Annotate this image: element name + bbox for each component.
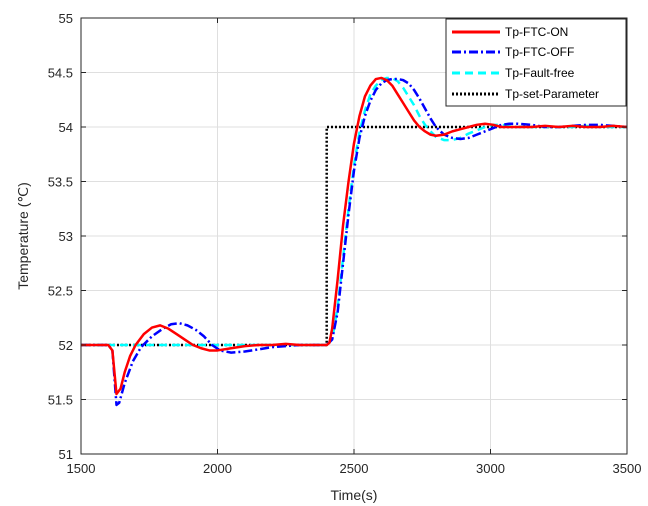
y-tick-label: 52 (59, 338, 73, 353)
y-tick-label: 54.5 (48, 66, 73, 81)
y-tick-label: 53.5 (48, 175, 73, 190)
legend-entry-tp-set-parameter: Tp-set-Parameter (452, 87, 599, 101)
y-tick-label: 55 (59, 11, 73, 26)
legend-entry-tp-ftc-off: Tp-FTC-OFF (452, 45, 574, 59)
x-tick-label: 1500 (67, 461, 96, 476)
x-tick-label: 3500 (613, 461, 642, 476)
y-tick-label: 52.5 (48, 284, 73, 299)
y-tick-label: 51 (59, 447, 73, 462)
x-tick-label: 2500 (340, 461, 369, 476)
legend-entry-tp-ftc-on: Tp-FTC-ON (452, 25, 568, 39)
legend-label-tp-fault-free: Tp-Fault-free (505, 66, 575, 80)
legend-label-tp-ftc-on: Tp-FTC-ON (505, 25, 568, 39)
y-axis-title: Temperature (℃) (15, 182, 31, 290)
legend-label-tp-set-parameter: Tp-set-Parameter (505, 87, 599, 101)
y-tick-label: 54 (59, 120, 73, 135)
series-line-tp-set-parameter (81, 125, 627, 347)
axis-ticks: 1500 2000 2500 3000 3500 51 51.5 52 52.5 53 53.5 54… (48, 11, 642, 476)
x-tick-label: 3000 (476, 461, 505, 476)
series-line-tp-ftc-off (81, 77, 628, 407)
legend-entry-tp-fault-free: Tp-Fault-free (452, 66, 575, 80)
y-tick-label: 51.5 (48, 393, 73, 408)
y-tick-label: 53 (59, 229, 73, 244)
legend: Tp-FTC-ON Tp-FTC-OFF Tp-Fault-free Tp-se… (445, 18, 627, 107)
x-axis-title: Time(s) (331, 487, 378, 503)
legend-label-tp-ftc-off: Tp-FTC-OFF (505, 45, 574, 59)
series-line-tp-ftc-on (81, 76, 628, 396)
series-lines (81, 76, 628, 407)
x-tick-label: 2000 (203, 461, 232, 476)
